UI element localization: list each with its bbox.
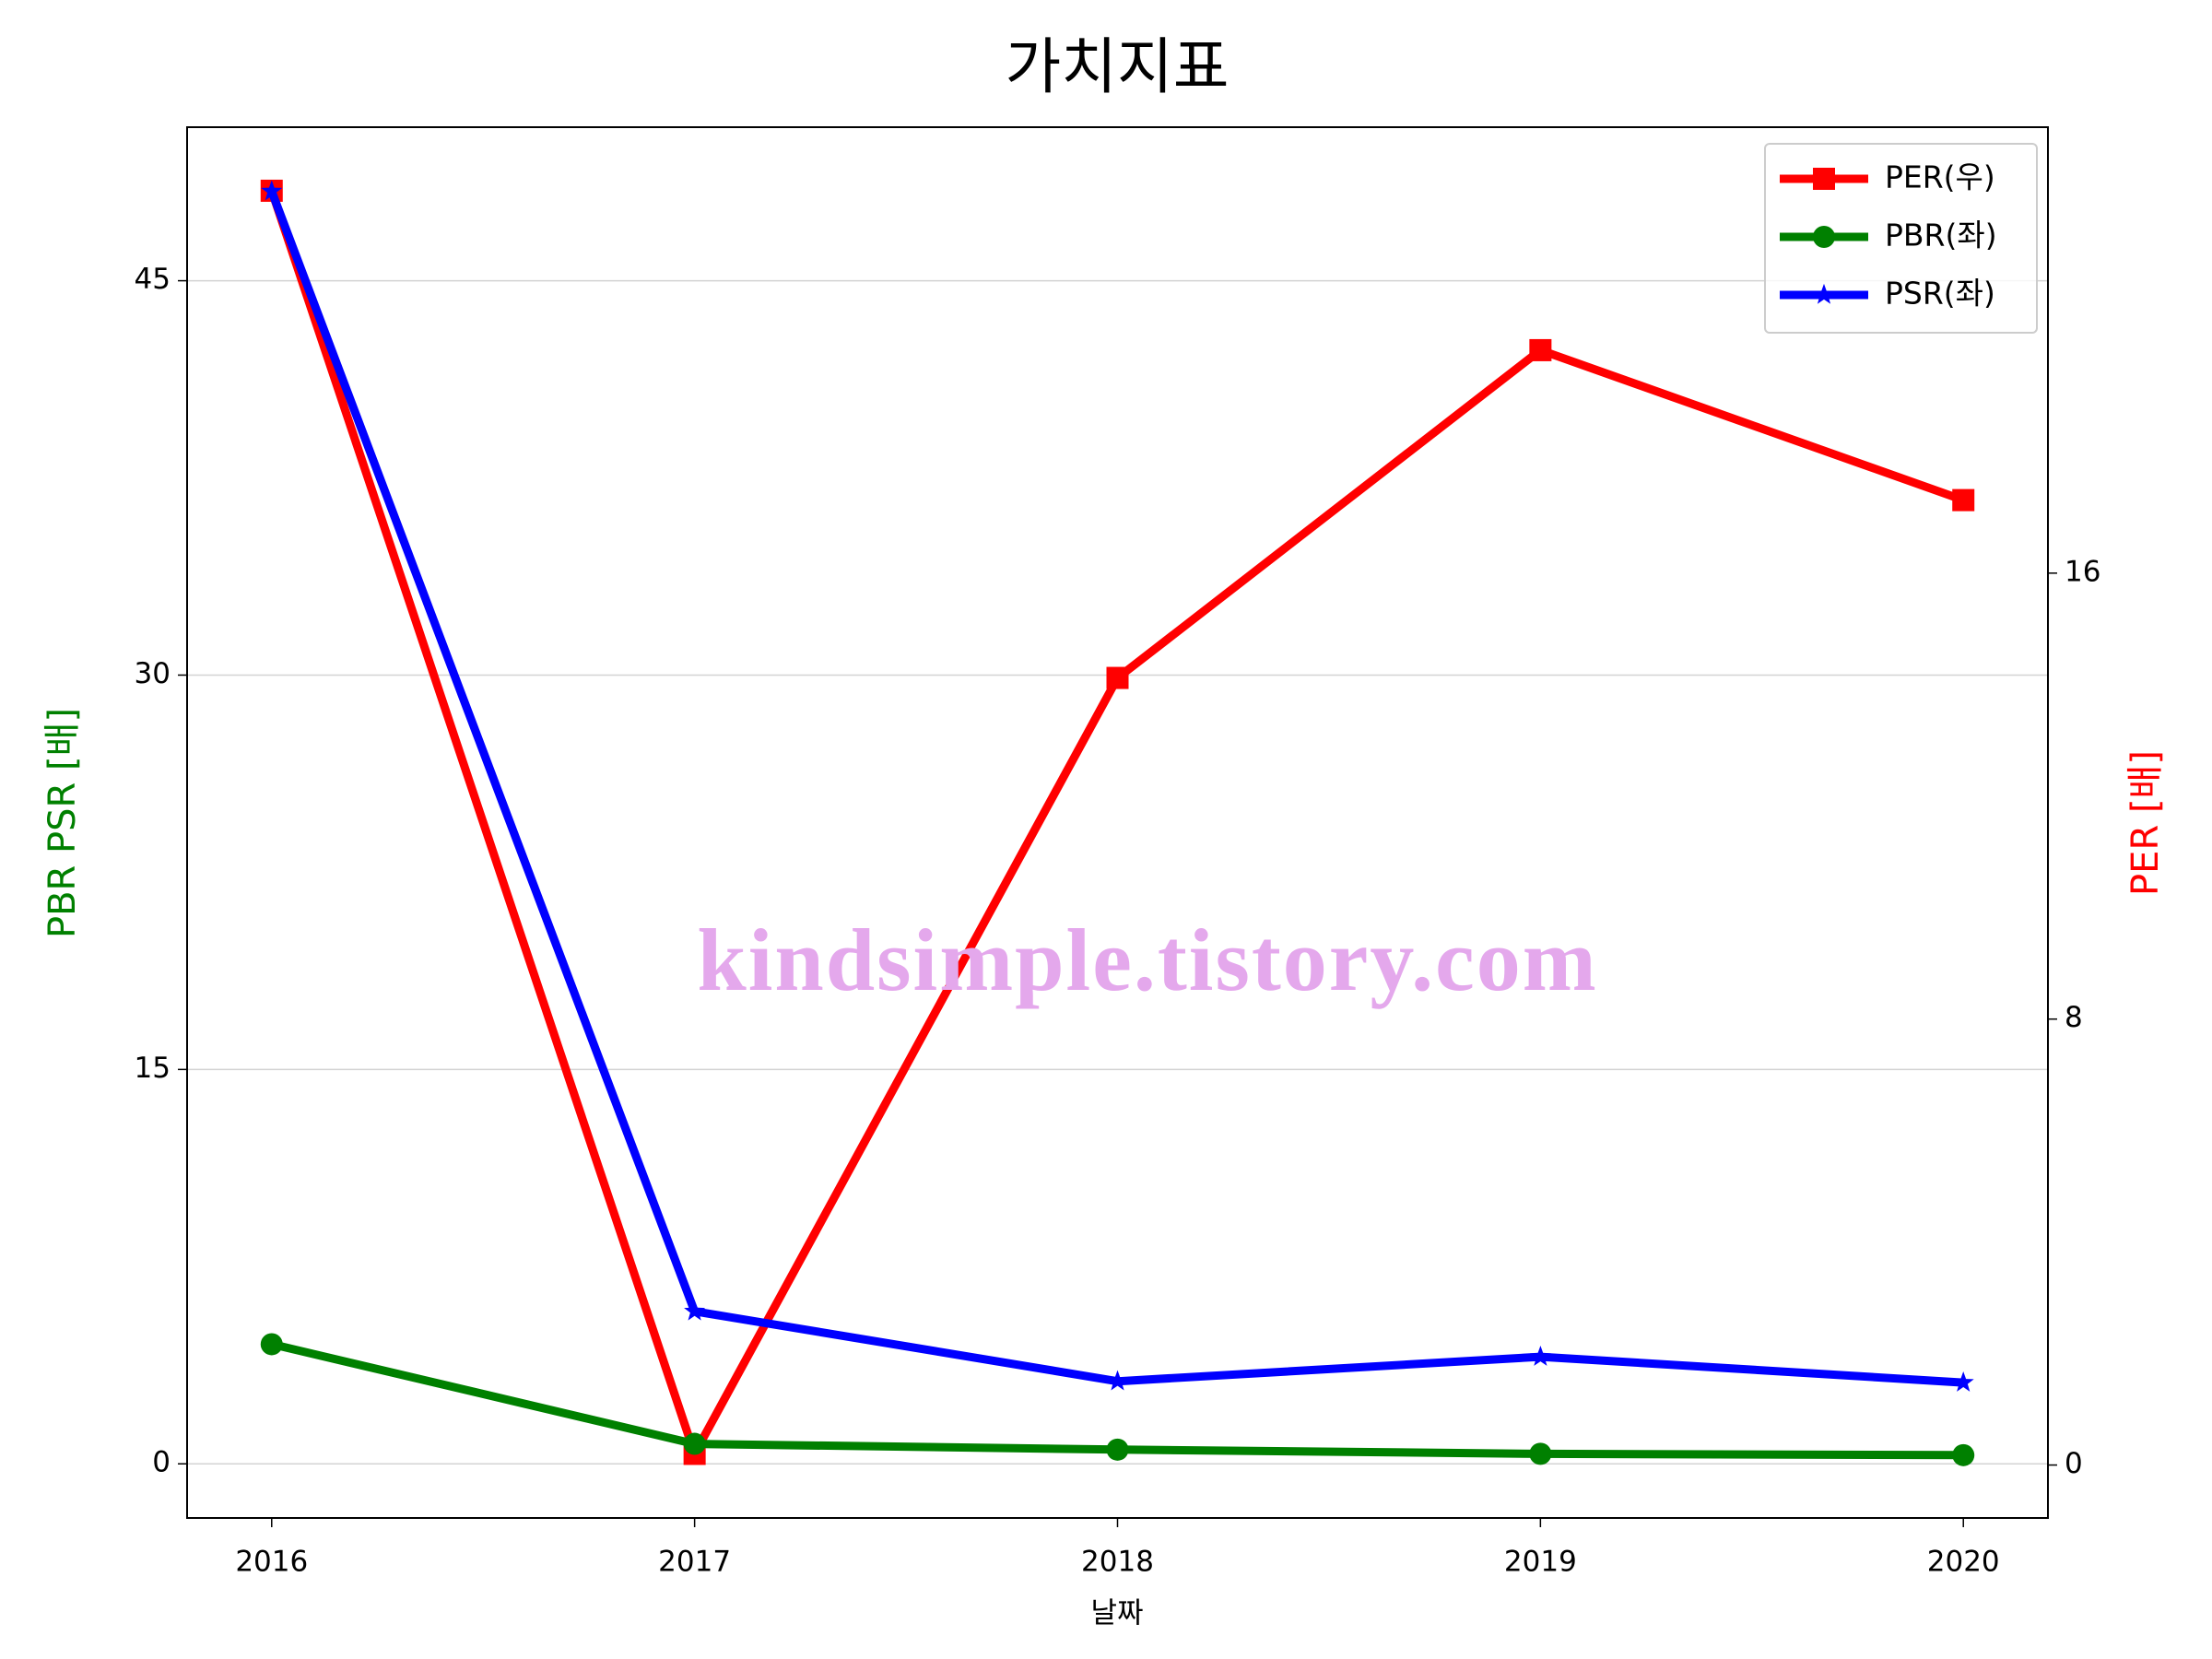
data-point xyxy=(1952,488,1975,512)
legend-marker xyxy=(1813,283,1835,304)
legend-label: PER(우) xyxy=(1885,159,1995,195)
legend-marker xyxy=(1813,168,1835,190)
legend-box xyxy=(1764,143,2038,334)
legend-label: PBR(좌) xyxy=(1885,218,1997,253)
x-tick-label: 2017 xyxy=(658,1546,731,1579)
data-point xyxy=(1107,1370,1128,1391)
legend: PER(우) PBR(좌) PSR(좌) xyxy=(1764,143,2038,334)
y2-tick-label: 16 xyxy=(2065,555,2100,588)
y-tick-label: 0 xyxy=(152,1446,171,1479)
data-point xyxy=(261,180,283,201)
data-point xyxy=(683,1432,706,1455)
data-point xyxy=(1529,338,1552,361)
y2-axis-label: PER [배] xyxy=(2124,750,2167,896)
y-tick-label: 15 xyxy=(135,1052,171,1085)
data-point xyxy=(260,1333,283,1356)
x-axis-label: 날짜 xyxy=(1090,1597,1143,1630)
data-point xyxy=(1106,666,1129,689)
y-tick-label: 30 xyxy=(135,657,171,690)
data-point xyxy=(1529,1346,1551,1366)
y2-tick-label: 0 xyxy=(2065,1447,2083,1480)
data-point xyxy=(1529,1442,1552,1465)
y-tick-label: 45 xyxy=(135,263,171,296)
data-point xyxy=(684,1300,706,1321)
x-tick-label: 2019 xyxy=(1504,1546,1577,1579)
x-tick-label: 2020 xyxy=(1927,1546,2000,1579)
data-point xyxy=(1106,1438,1129,1461)
x-tick-label: 2018 xyxy=(1081,1546,1154,1579)
x-tick-label: 2016 xyxy=(235,1546,308,1579)
data-point xyxy=(1952,1443,1975,1466)
chart-title: 가치지표 xyxy=(1006,31,1230,102)
y-axis-label: PBR PSR [배] xyxy=(41,708,84,938)
data-point xyxy=(1952,1371,1974,1392)
y2-tick-label: 8 xyxy=(2065,1001,2083,1034)
legend-marker xyxy=(1813,226,1835,248)
legend-label: PSR(좌) xyxy=(1885,276,1995,312)
plot-frame xyxy=(186,126,2049,1519)
watermark: kindsimple.tistory.com xyxy=(697,911,1597,1009)
